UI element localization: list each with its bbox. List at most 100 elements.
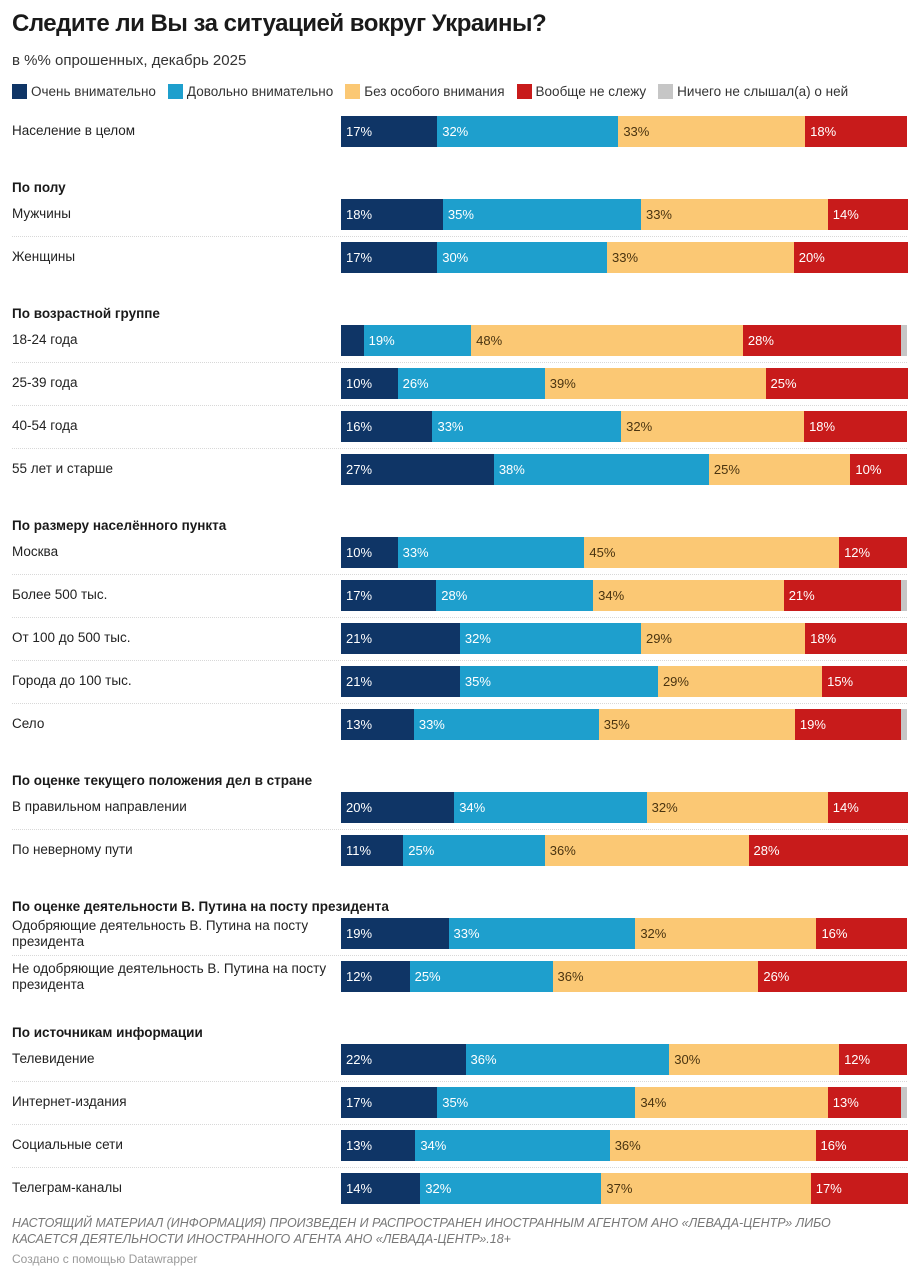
bar-value-label: 33% [645,207,672,222]
bar-segment [341,918,449,949]
legend-swatch [167,84,183,99]
row-label: Телевидение [12,1051,95,1066]
bar-value-label: 14% [832,207,859,222]
bar-value-label: 22% [346,1052,373,1067]
bar-value-label: 19% [368,333,395,348]
row-label: 40-54 года [12,418,78,433]
bar-segment [839,537,908,568]
bar-value-label: 28% [747,333,774,348]
bar-value-label: 12% [346,969,373,984]
group-label: По полу [12,180,66,195]
legend-item-without-much-attention: Без особого внимания [345,84,505,99]
bar-segment [341,242,438,273]
row-separator [12,955,907,956]
bar-segment [413,709,599,740]
bar-segment [341,580,437,611]
bar-segment [584,537,840,568]
bar-value-label: 32% [442,124,469,139]
legend-item-very-attentive: Очень внимательно [12,84,156,99]
bar-segment [493,454,710,485]
bar-value-label: 39% [549,376,576,391]
row-separator [12,236,907,237]
group-label: По оценке текущего положения дел в стран… [12,773,313,788]
bar-value-label: 32% [651,800,678,815]
bar-value-label: 12% [844,545,871,560]
row-label: Женщины [12,249,76,264]
bar-segment [593,580,785,611]
group-label: По возрастной группе [12,306,160,321]
bar-segment [341,1173,421,1204]
bar-segment [341,623,460,654]
bar-value-label: 21% [788,588,815,603]
bar-segment [471,325,744,356]
bar-segment [341,199,443,230]
bar-segment [640,199,828,230]
bar-value-label: 19% [346,926,373,941]
bar-value-label: 18% [346,207,373,222]
bar-value-label: 28% [441,588,468,603]
row-label: Население в целом [12,123,136,138]
bar-value-label: 34% [420,1138,447,1153]
legend-item-never-heard: Ничего не слышал(а) о ней [658,84,848,99]
bar-segment [341,835,404,866]
datawrapper-credit: Создано с помощью Datawrapper [12,1252,198,1266]
bar-segment [448,918,636,949]
bar-segment [341,368,398,399]
row-label: Социальные сети [12,1137,123,1152]
bar-segment [618,116,806,147]
bar-value-label: 19% [799,717,826,732]
bar-segment [459,623,642,654]
row-label: Телеграм-каналы [12,1180,122,1195]
bar-segment [397,537,585,568]
group-label: По оценке деятельности В. Путина на пост… [12,899,389,914]
legend-label: Без особого внимания [364,84,505,99]
bar-segment [420,1173,603,1204]
row-separator [12,1124,907,1125]
legend-item-fairly-attentive: Довольно внимательно [167,84,333,99]
row-label: Не одобряющие деятельность В. Путина на … [12,961,327,992]
bar-segment [601,1173,812,1204]
bar-segment [758,961,908,992]
bar-segment [765,368,908,399]
bar-segment [607,242,795,273]
bar-segment [901,580,908,611]
bar-value-label: 33% [612,250,639,265]
bar-value-label: 45% [589,545,616,560]
legend-label: Ничего не слышал(а) о ней [677,84,849,99]
bar-value-label: 36% [549,843,576,858]
bar-segment [794,709,902,740]
bar-value-label: 13% [346,1138,373,1153]
bar-segment [827,199,908,230]
bar-segment [454,792,648,823]
bar-segment [415,1130,611,1161]
legend-swatch [516,84,532,99]
row-label: Одобряющие деятельность В. Путина на пос… [12,918,309,949]
row-label: В правильном направлении [12,799,187,814]
row-label: 25-39 года [12,375,78,390]
bar-segment [708,454,851,485]
bar-segment [805,116,908,147]
bar-segment [341,1044,466,1075]
bar-segment [609,1130,816,1161]
bar-segment [363,325,472,356]
row-separator [12,617,907,618]
bar-segment [397,368,546,399]
row-label: Село [12,716,45,731]
legend: Очень внимательно Довольно внимательно Б… [12,84,860,99]
bar-segment [640,623,806,654]
bar-segment [810,1173,908,1204]
bar-value-label: 25% [414,969,441,984]
bar-segment [341,1130,416,1161]
bar-segment [403,835,546,866]
bar-segment [815,1130,908,1161]
bar-value-label: 21% [346,674,373,689]
bar-value-label: 17% [346,124,373,139]
bar-segment [850,454,908,485]
bar-segment [804,411,908,442]
bar-segment [341,961,410,992]
bar-segment [748,835,908,866]
bar-value-label: 38% [498,462,525,477]
row-label: 18-24 года [12,332,78,347]
bar-value-label: 10% [346,376,373,391]
